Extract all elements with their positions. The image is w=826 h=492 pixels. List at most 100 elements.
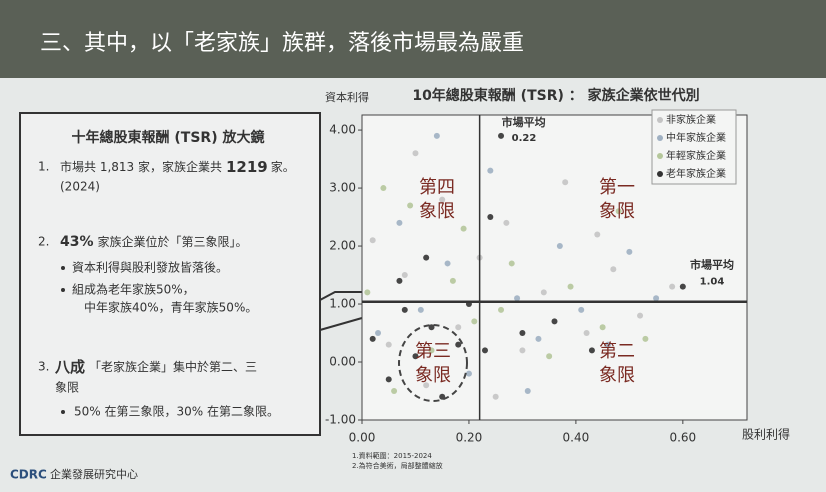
point — [498, 306, 505, 313]
quadrant-label-part: 第二 — [599, 341, 635, 362]
quadrant-label-part: 第三 — [415, 341, 451, 362]
legend — [651, 109, 737, 185]
x-tick-label: 0.60 — [669, 431, 696, 445]
point — [578, 306, 585, 313]
item-number: 1. — [38, 160, 49, 174]
callout-box — [19, 112, 321, 436]
point — [423, 382, 430, 389]
point — [653, 295, 660, 302]
quadrant-label-part: 第四 — [419, 177, 455, 198]
org-name: 企業發展研究中心 — [50, 467, 138, 481]
point — [433, 132, 440, 139]
point — [369, 237, 376, 244]
point — [669, 283, 676, 290]
callout-line — [319, 291, 362, 301]
point — [508, 260, 515, 267]
legend-label: 非家族企業 — [666, 113, 716, 126]
legend-label: 老年家族企業 — [666, 167, 726, 180]
item-text: 市場共 1,813 家，家族企業共 — [60, 159, 222, 174]
point — [417, 306, 424, 313]
item-text: 象限 — [55, 381, 79, 395]
y-axis-label: 資本利得 — [325, 90, 369, 104]
point — [444, 260, 451, 267]
item-text: 「老家族企業」集中於第二、三 — [89, 359, 257, 374]
point — [498, 132, 505, 139]
quadrant-label-part: 象限 — [419, 201, 455, 222]
quadrant-label: 第二象限 — [599, 341, 635, 386]
item-text: 八成 「老家族企業」集中於第二、三 — [54, 358, 257, 376]
box-heading: 十年總股東報酬 (TSR) 放大鏡 — [72, 129, 265, 146]
point — [514, 295, 521, 302]
point — [401, 306, 408, 313]
legend-marker — [657, 117, 663, 123]
legend-label: 中年家族企業 — [666, 131, 726, 144]
y-tick-label: 0.00 — [329, 355, 356, 369]
point — [519, 347, 526, 354]
point — [556, 243, 563, 250]
highlight-circle — [398, 324, 468, 402]
point — [615, 208, 622, 215]
point — [481, 347, 488, 354]
point — [626, 248, 633, 255]
annotation-value: 0.22 — [512, 133, 537, 144]
point — [428, 324, 435, 331]
point — [412, 353, 419, 360]
y-tick-label: 3.00 — [329, 181, 356, 195]
item-text: 家族企業位於「第三象限」。 — [98, 234, 248, 249]
x-tick-label: 0.20 — [456, 431, 483, 445]
item-highlight: 1219 — [226, 158, 268, 176]
point — [375, 330, 382, 337]
item-text: 43% 家族企業位於「第三象限」。 — [60, 234, 248, 251]
logo: CDRC — [10, 468, 47, 482]
item-text: 市場共 1,813 家，家族企業共 1219 家。 — [60, 158, 295, 176]
title-band — [0, 0, 826, 78]
footnote: 2.為符合美術，局部整體縮放 — [352, 461, 443, 470]
y-tick-label: 4.00 — [329, 123, 356, 137]
point — [610, 266, 617, 273]
annotation-value: 1.04 — [700, 277, 725, 288]
point — [455, 324, 462, 331]
point — [369, 335, 376, 342]
point — [396, 277, 403, 284]
point — [519, 330, 526, 337]
point — [364, 289, 371, 296]
point — [524, 388, 531, 395]
point — [642, 335, 649, 342]
bullet-text: 50% 在第三象限，30% 在第二象限。 — [74, 405, 279, 419]
point — [503, 219, 510, 226]
point — [407, 202, 414, 209]
point — [546, 353, 553, 360]
legend-marker — [657, 171, 663, 177]
point — [412, 150, 419, 157]
item-text: 家。 — [271, 159, 295, 174]
point — [487, 167, 494, 174]
point — [604, 341, 611, 348]
legend-label: 年輕家族企業 — [666, 149, 726, 162]
point — [588, 347, 595, 354]
bullet — [61, 410, 65, 414]
point — [423, 254, 430, 261]
point — [385, 341, 392, 348]
bullet — [61, 288, 65, 292]
point — [439, 196, 446, 203]
y-tick-label: 1.00 — [329, 297, 356, 311]
x-axis-label: 股利利得 — [742, 427, 790, 442]
point — [679, 283, 686, 290]
annotation: 市場平均 — [502, 115, 546, 129]
point — [540, 289, 547, 296]
point — [637, 312, 644, 319]
point — [385, 376, 392, 383]
bullet-text: 資本利得與股利發放皆落後。 — [72, 260, 228, 275]
point — [535, 335, 542, 342]
item-highlight: 43% — [60, 234, 94, 250]
y-tick-label: 2.00 — [329, 239, 356, 253]
point — [460, 225, 467, 232]
point — [401, 272, 408, 279]
point — [428, 347, 435, 354]
point — [396, 219, 403, 226]
y-tick-label: -1.00 — [325, 413, 356, 427]
bullet — [61, 266, 65, 270]
point — [471, 318, 478, 325]
point — [380, 185, 387, 192]
quadrant-label-part: 第一 — [599, 177, 635, 198]
